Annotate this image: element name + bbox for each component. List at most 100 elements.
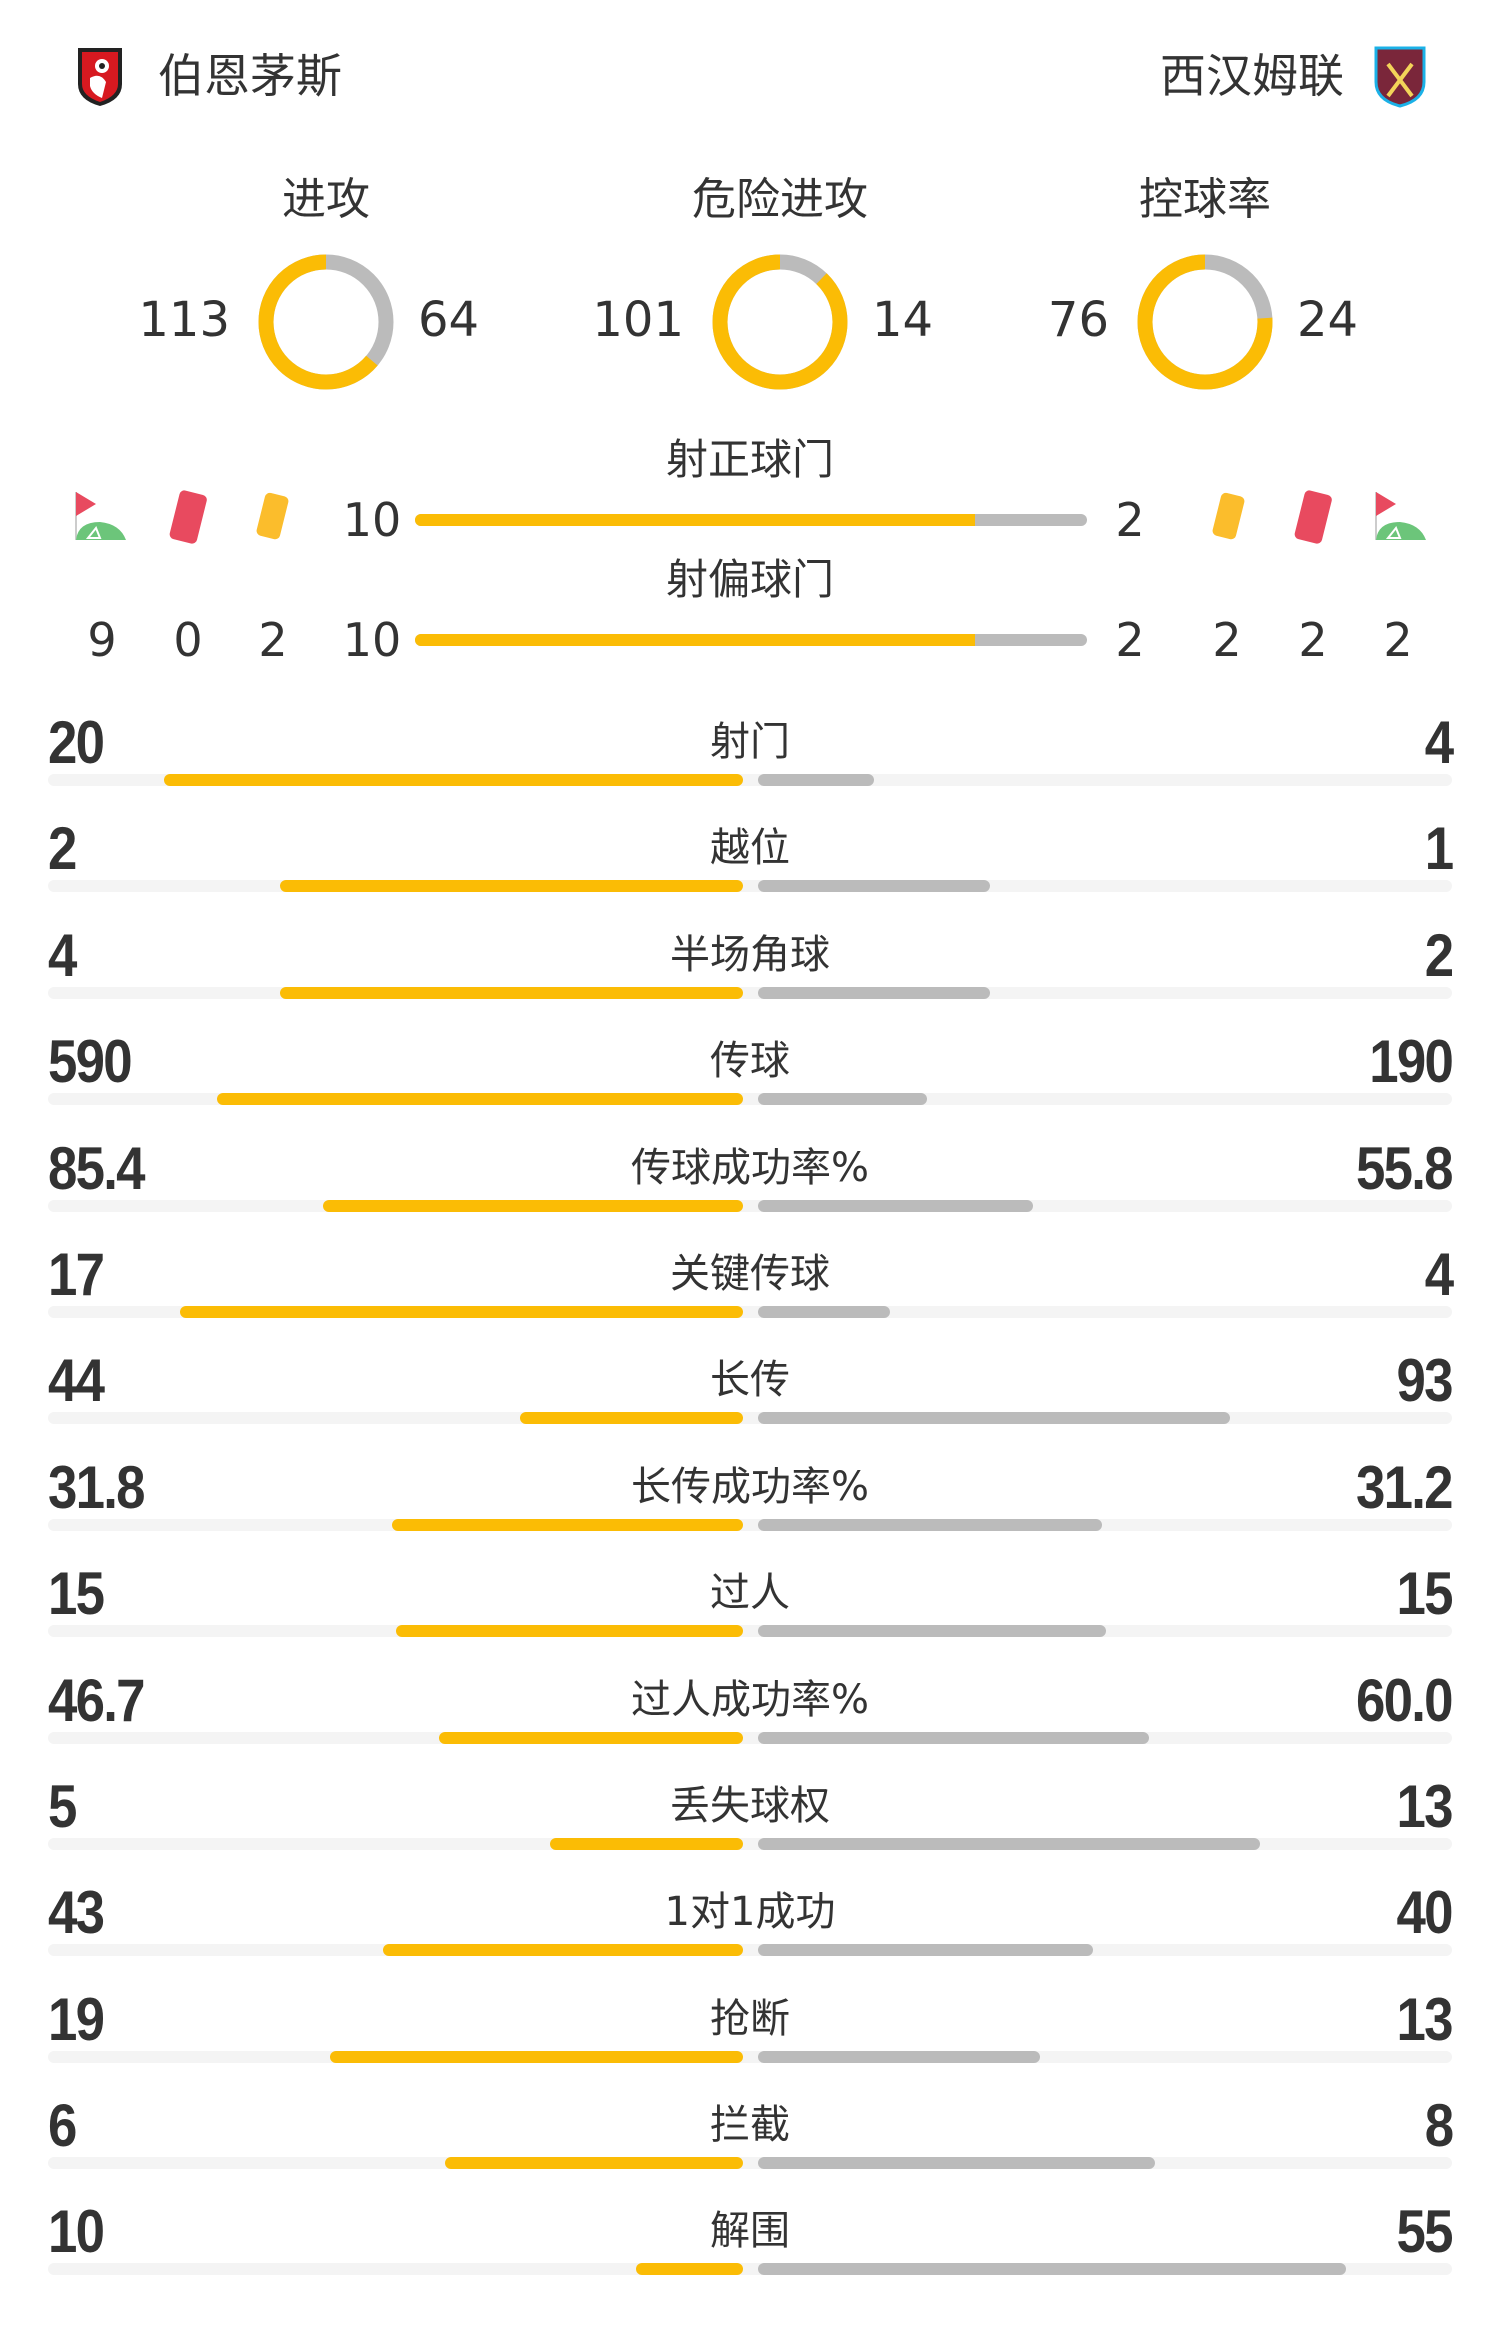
stat-home-bar — [382, 1944, 743, 1957]
stat-away-bar — [758, 1093, 928, 1106]
stat-row: 6 拦截 8 — [0, 2083, 1500, 2189]
stat-away-bar — [758, 1518, 1103, 1531]
stat-home-value: 2 — [48, 815, 77, 883]
stat-home-value: 590 — [48, 1028, 133, 1096]
stat-away-bar — [758, 1944, 1093, 1957]
stat-label: 越位 — [710, 825, 790, 872]
stat-row: 46.7 过人成功率% 60.0 — [0, 1658, 1500, 1764]
stat-home-value: 5 — [48, 1772, 77, 1840]
stat-row: 10 解围 55 — [0, 2189, 1500, 2295]
home-yellow-cards: 2 — [258, 613, 288, 667]
stat-home-bar — [549, 1837, 743, 1850]
stat-label: 解围 — [710, 2208, 790, 2255]
shots-off-target-bar — [415, 634, 1087, 646]
stat-away-bar — [758, 2263, 1347, 2276]
stat-home-value: 15 — [48, 1560, 105, 1628]
stat-row: 15 过人 15 — [0, 1551, 1500, 1657]
stat-away-bar — [758, 774, 874, 786]
shots-on-target-label: 射正球门 — [665, 435, 834, 484]
stat-bar-track — [48, 986, 1452, 999]
stat-home-value: 19 — [48, 1985, 105, 2053]
stat-away-value: 40 — [1396, 1879, 1454, 1947]
stat-away-value: 8 — [1424, 2092, 1453, 2160]
stat-home-value: 20 — [48, 709, 105, 776]
stat-home-value: 44 — [48, 1347, 105, 1415]
stat-home-bar — [392, 1518, 743, 1531]
stat-home-bar — [322, 1199, 743, 1212]
stat-label: 半场角球 — [670, 931, 830, 978]
stat-bar-track — [48, 2050, 1452, 2063]
stat-row: 17 关键传球 4 — [0, 1232, 1500, 1338]
donut-away-value: 14 — [872, 292, 934, 348]
stat-home-value: 43 — [48, 1879, 105, 1947]
shots-off-target-away: 2 — [1115, 613, 1145, 667]
home-red-cards: 0 — [173, 613, 203, 667]
home-corners: 9 — [87, 613, 117, 667]
stat-home-value: 17 — [48, 1240, 105, 1308]
stat-bar-track — [48, 1625, 1452, 1638]
donut-home-value: 76 — [1047, 292, 1109, 348]
stat-label: 射门 — [710, 719, 790, 765]
stat-away-value: 93 — [1396, 1347, 1454, 1415]
stat-home-bar — [438, 1731, 743, 1744]
donut-home-arc — [258, 254, 394, 390]
stat-home-bar — [445, 2157, 743, 2170]
stat-bar-track — [48, 880, 1452, 893]
stat-row: 85.4 传球成功率% 55.8 — [0, 1126, 1500, 1232]
red-card-icon — [158, 488, 218, 548]
stat-label: 抢断 — [710, 1995, 790, 2042]
away-yellow-card-icon — [1198, 488, 1258, 548]
donut-away-value: 24 — [1297, 292, 1359, 348]
stat-away-value: 190 — [1369, 1028, 1454, 1096]
stat-away-bar — [758, 1625, 1106, 1638]
stat-bar-track — [48, 1518, 1452, 1531]
stat-row: 43 1对1成功 40 — [0, 1870, 1500, 1976]
shots-on-target-away: 2 — [1115, 493, 1145, 547]
stat-home-value: 85.4 — [48, 1134, 145, 1202]
shots-off-target-home: 10 — [342, 613, 402, 667]
stat-label: 丢失球权 — [670, 1782, 830, 1829]
stat-home-value: 46.7 — [48, 1666, 145, 1734]
stat-away-value: 4 — [1424, 709, 1453, 776]
west-ham-crest-icon — [1372, 44, 1428, 108]
stat-row: 4 半场角球 2 — [0, 913, 1500, 1019]
stat-away-bar — [758, 1412, 1230, 1425]
donut-chart — [1137, 254, 1273, 390]
stat-away-value: 1 — [1424, 815, 1453, 883]
stat-home-value: 10 — [48, 2198, 105, 2266]
stat-bar-track — [48, 2157, 1452, 2170]
donut-home-value: 113 — [138, 292, 230, 348]
stat-label: 关键传球 — [670, 1250, 830, 1297]
stat-home-value: 4 — [48, 921, 77, 989]
stat-away-value: 13 — [1396, 1985, 1454, 2053]
stat-row: 2 越位 1 — [0, 806, 1500, 912]
donut-title: 控球率 — [1139, 174, 1271, 225]
stat-label: 传球 — [710, 1038, 790, 1085]
donut-title: 危险进攻 — [692, 174, 868, 225]
yellow-card-icon — [242, 488, 302, 548]
away-yellow-cards: 2 — [1212, 613, 1242, 667]
stat-away-bar — [758, 880, 990, 893]
stat-away-bar — [758, 986, 990, 999]
stat-bar-track — [48, 1412, 1452, 1425]
away-team-name: 西汉姆联 — [1160, 49, 1344, 103]
stat-row: 590 传球 190 — [0, 1019, 1500, 1125]
stat-home-bar — [217, 1093, 743, 1106]
stat-home-bar — [279, 986, 743, 999]
stat-away-bar — [758, 1199, 1033, 1212]
stat-bar-track — [48, 1944, 1452, 1957]
stat-away-value: 4 — [1424, 1240, 1453, 1308]
stat-away-bar — [758, 1305, 891, 1318]
stat-label: 1对1成功 — [664, 1889, 836, 1936]
stat-away-value: 2 — [1424, 921, 1453, 989]
stat-away-bar — [758, 1731, 1149, 1744]
away-red-card-icon — [1283, 488, 1343, 548]
stat-row: 5 丢失球权 13 — [0, 1764, 1500, 1870]
stat-row: 20 射门 4 — [0, 700, 1500, 806]
stat-home-value: 31.8 — [48, 1453, 145, 1521]
home-team-name: 伯恩茅斯 — [158, 49, 342, 103]
shots-off-target-home-fill — [415, 634, 975, 646]
stat-home-bar — [636, 2263, 743, 2276]
stat-away-bar — [758, 1837, 1260, 1850]
stat-away-value: 55 — [1396, 2198, 1454, 2266]
